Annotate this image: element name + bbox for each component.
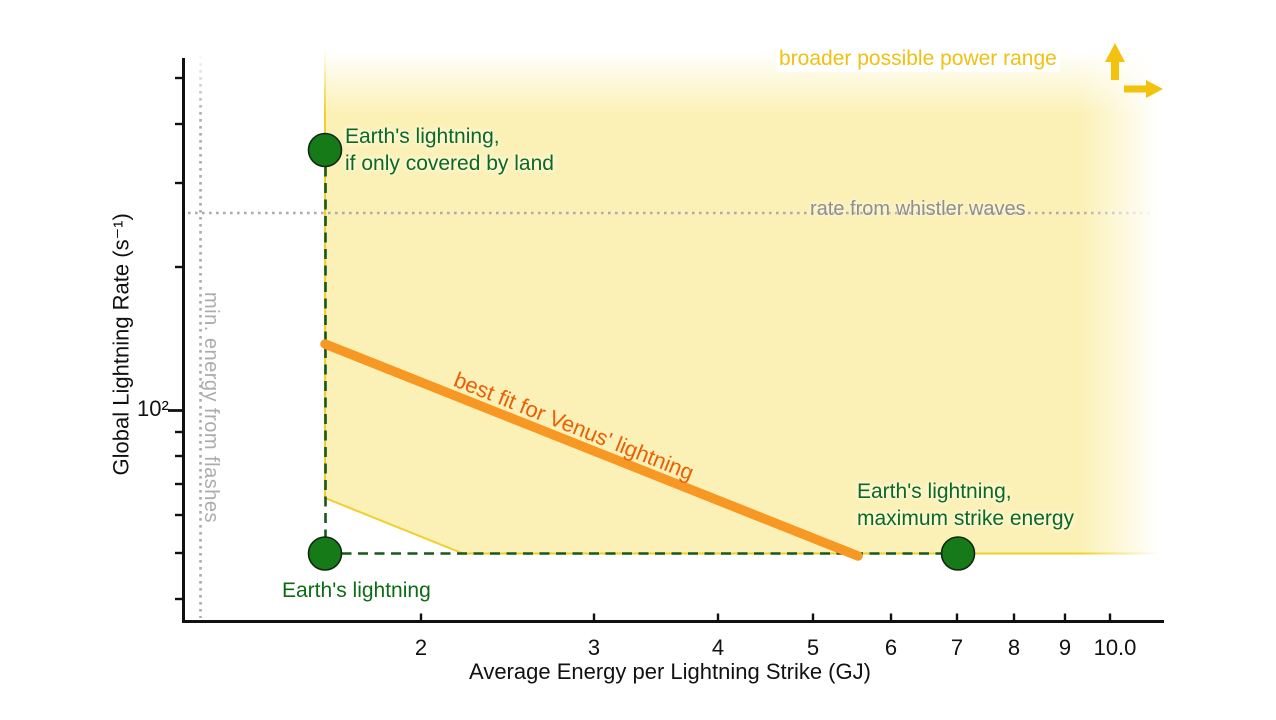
land-only-label-line1: Earth's lightning, [345,125,500,148]
x-tick-label: 4 [711,635,725,660]
y-axis-title: Global Lightning Rate (s⁻¹) [108,213,134,476]
max-energy-label-line1: Earth's lightning, [857,480,1012,503]
earth-point-label: Earth's lightning [282,579,431,602]
x-tick-label: 5 [806,635,820,660]
y-tick-label: 10² [137,396,169,421]
broader-range-arrows [1105,43,1163,98]
arrow-up-icon [1105,43,1125,62]
whistler-waves-label: rate from whistler waves [810,198,1026,220]
best-fit-line [320,339,863,561]
point-earth-lightning [307,536,343,571]
x-tick-label: 7 [950,635,964,660]
arrow-up-stem [1111,60,1119,80]
x-tick-label: 3 [587,635,601,660]
x-tick-label: 10.0 [1093,635,1137,660]
x-tick-label: 8 [1007,635,1021,660]
arrow-right-stem [1124,85,1148,93]
arrow-right-icon [1146,80,1163,98]
point-earth-max-energy [940,536,976,571]
max-energy-point-label: Earth's lightning, maximum strike energy [857,478,1074,533]
broader-power-range-label: broader possible power range [776,45,1060,73]
min-energy-label: min. energy from flashes [200,292,222,523]
y-axis-ticks [168,76,183,601]
x-tick-label: 6 [884,635,898,660]
land-only-point-label: Earth's lightning, if only covered by lan… [345,123,554,178]
max-energy-label-line2: maximum strike energy [857,507,1075,531]
land-only-label-line2: if only covered by land [345,152,554,176]
x-axis-ticks [419,613,1112,621]
x-tick-label: 2 [414,635,428,660]
x-tick-label: 9 [1058,635,1072,660]
x-axis-title: Average Energy per Lightning Strike (GJ) [469,659,871,684]
point-earth-land-only [307,132,343,168]
